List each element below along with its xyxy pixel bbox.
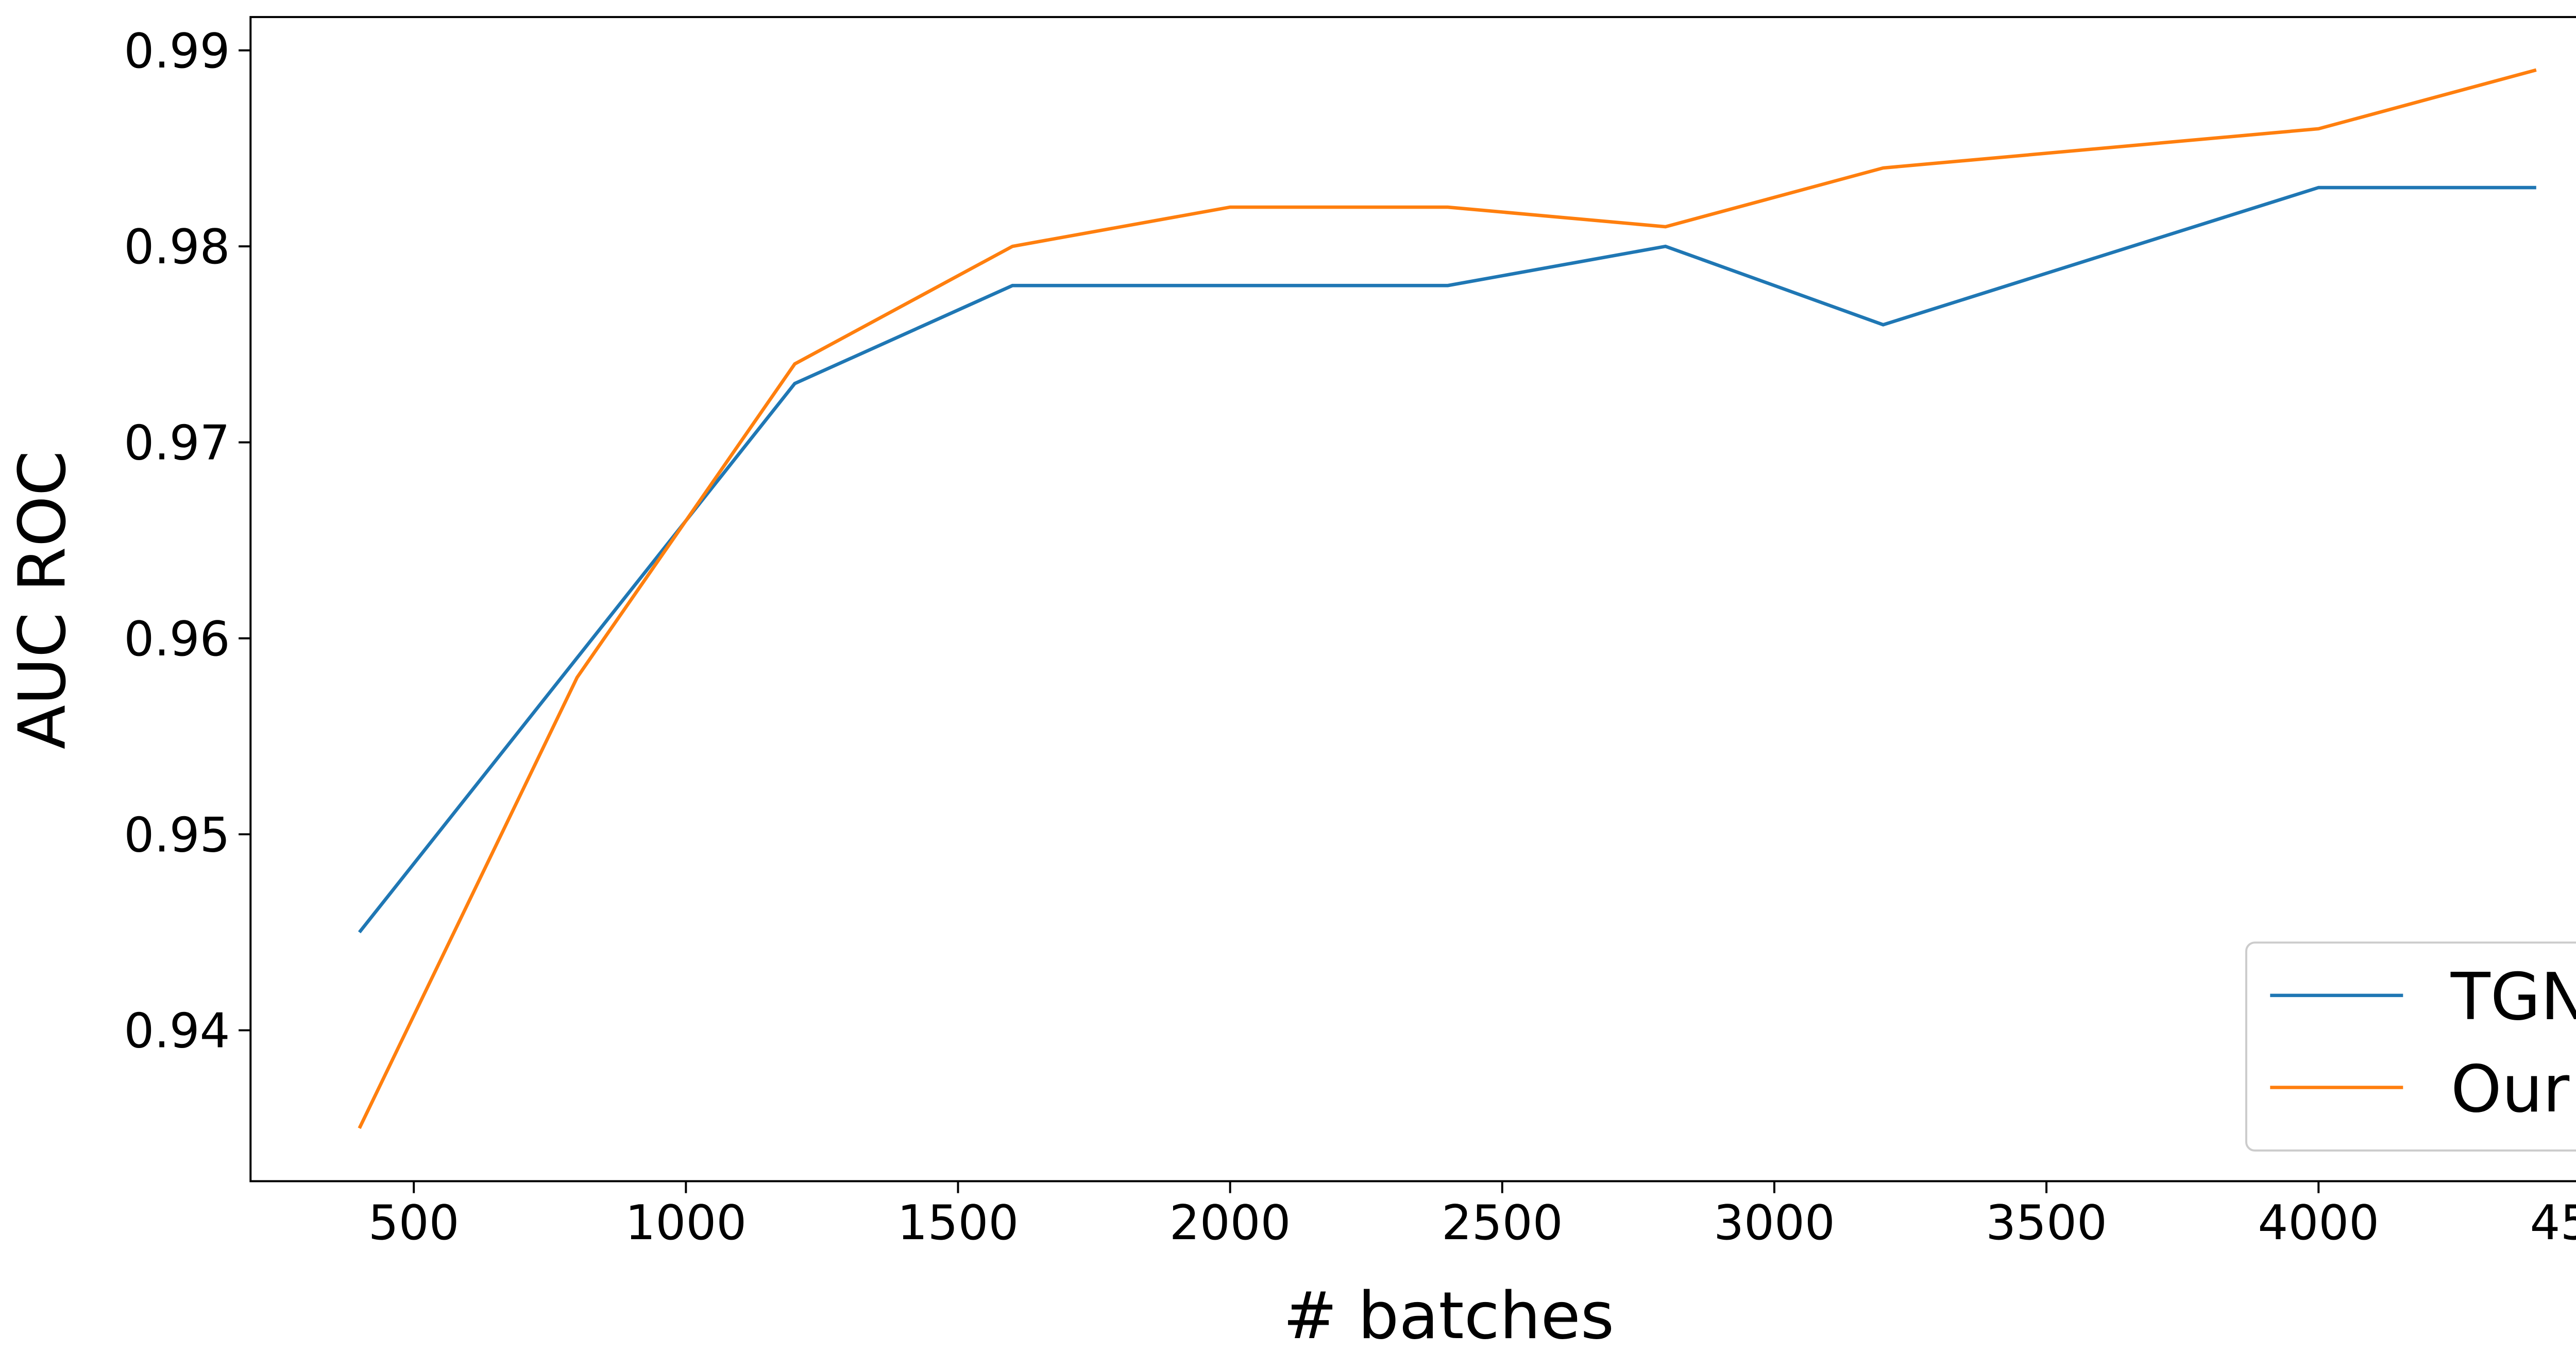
x-tick-label: 1000 (625, 1195, 747, 1251)
y-tick-label: 0.98 (124, 219, 230, 275)
x-tick-label: 3000 (1714, 1195, 1835, 1251)
y-axis-label: AUC ROC (5, 451, 80, 750)
x-tick-label: 2500 (1442, 1195, 1563, 1251)
x-tick-label: 1500 (897, 1195, 1019, 1251)
y-tick-label: 0.99 (124, 23, 230, 79)
legend-label: Our (2451, 1051, 2570, 1127)
x-tick-label: 4000 (2258, 1195, 2379, 1251)
y-tick-label: 0.96 (124, 611, 230, 667)
x-tick-label: 2000 (1170, 1195, 1291, 1251)
y-tick-label: 0.94 (124, 1003, 230, 1059)
data-line (358, 68, 2537, 1129)
data-line (358, 185, 2536, 934)
x-tick-label: 4500 (2530, 1195, 2576, 1251)
plot-frame (249, 16, 2576, 1183)
legend-label: TGN (2450, 959, 2576, 1035)
x-axis-label: # batches (1283, 1278, 1614, 1354)
x-tick-label: 3500 (1986, 1195, 2107, 1251)
y-tick-label: 0.97 (124, 415, 230, 471)
x-tick-label: 500 (368, 1195, 460, 1251)
y-tick-label: 0.95 (124, 807, 230, 863)
